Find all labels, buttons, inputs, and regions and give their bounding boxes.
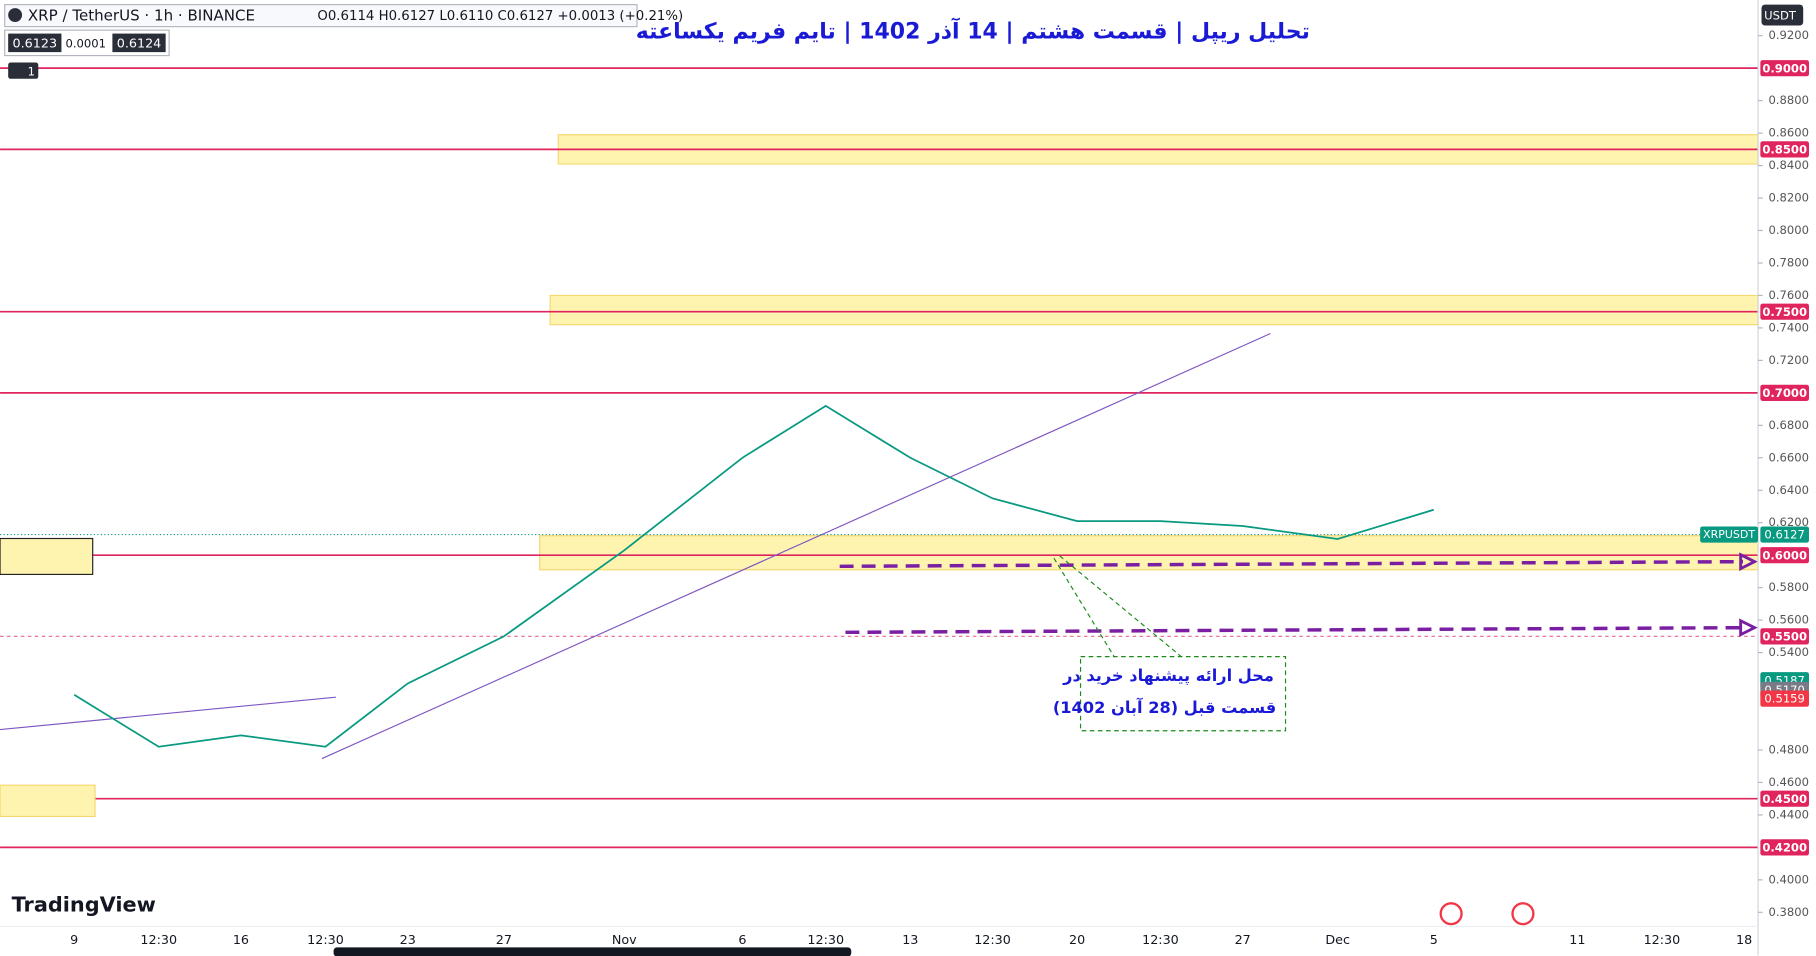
ask-box: [112, 33, 166, 53]
x-tick-label: 5: [1430, 933, 1438, 948]
event-icon[interactable]: [1439, 902, 1463, 926]
symbol-icon: [8, 8, 23, 23]
y-tick-label: 0.6200: [1768, 515, 1809, 529]
x-tick-label: 27: [1235, 933, 1251, 948]
x-tick-label: 20: [1069, 933, 1085, 948]
annotation-box: [1079, 656, 1287, 732]
y-tick-label: 0.7200: [1768, 353, 1809, 367]
arrow: [845, 625, 1743, 635]
x-tick-label: 6: [738, 933, 746, 948]
arrow: [839, 559, 1743, 569]
x-tick-label: 12:30: [1644, 933, 1681, 948]
y-tick-label: 0.8400: [1768, 158, 1809, 172]
x-tick-label: 23: [400, 933, 416, 948]
y-tick-label: 0.6600: [1768, 450, 1809, 464]
level-label: 0.8500: [1762, 142, 1807, 156]
level-label: 0.6000: [1762, 548, 1807, 562]
currency-button[interactable]: [1761, 4, 1804, 26]
event-icon[interactable]: [1511, 902, 1535, 926]
y-tick-label: 0.5600: [1768, 613, 1809, 627]
level-label: 0.9000: [1762, 61, 1807, 75]
x-tick-label: 9: [70, 933, 78, 948]
indicator-toggle[interactable]: [8, 62, 39, 79]
x-tick-label: 18: [1736, 933, 1752, 948]
y-tick-label: 0.8200: [1768, 191, 1809, 205]
y-tick-label: 0.4000: [1768, 872, 1809, 886]
left-zone: [0, 784, 96, 818]
marker-box: [1760, 690, 1809, 707]
y-tick-label: 0.3800: [1768, 905, 1809, 919]
y-tick-label: 0.8800: [1768, 93, 1809, 107]
level-label-box: [1760, 60, 1809, 77]
marker-label: 0.5159: [1764, 692, 1805, 706]
price-line: [73, 404, 1435, 748]
trendline: [321, 333, 1271, 760]
symbol: XRP / TetherUS · 1h · BINANCE: [28, 7, 255, 25]
left-zone: [0, 537, 94, 575]
x-tick-label: 12:30: [140, 933, 177, 948]
y-tick-label: 0.5400: [1768, 645, 1809, 659]
y-tick-label: 0.4800: [1768, 742, 1809, 756]
bid: 0.6123: [13, 37, 58, 52]
callout-line: [1053, 557, 1115, 657]
currency: USDT: [1764, 9, 1797, 23]
spread: 0.0001: [66, 37, 107, 51]
trendline: [0, 696, 336, 731]
callout-line: [1059, 555, 1182, 658]
y-tick-label: 0.7800: [1768, 255, 1809, 269]
toolbar: [333, 947, 852, 956]
level-label: 0.4500: [1762, 792, 1807, 806]
level-label: 0.4200: [1762, 840, 1807, 854]
level-label-box: [1760, 628, 1809, 645]
y-tick-label: 0.5800: [1768, 580, 1809, 594]
zone: [549, 294, 1759, 326]
level-label: 0.5500: [1762, 629, 1807, 643]
arrow-head: [1739, 618, 1758, 637]
y-tick-label: 0.7600: [1768, 288, 1809, 302]
level-label-box: [1760, 790, 1809, 807]
x-tick-label: 11: [1569, 933, 1585, 948]
x-tick-label: 12:30: [1142, 933, 1179, 948]
ask: 0.6124: [117, 37, 162, 52]
header-bar: [4, 4, 638, 28]
x-tick-label: 16: [233, 933, 249, 948]
annotation: محل ارائه پیشنهاد خرید در: [1062, 666, 1274, 686]
y-tick-label: 0.4400: [1768, 807, 1809, 821]
level-label-box: [1760, 547, 1809, 564]
y-tick-label: 0.8000: [1768, 223, 1809, 237]
x-tick-label: 13: [902, 933, 918, 948]
level-label: 0.7500: [1762, 305, 1807, 319]
x-tick-label: Nov: [612, 933, 637, 948]
x-tick-label: 12:30: [307, 933, 344, 948]
ohlc: O0.6114 H0.6127 L0.6110 C0.6127 +0.0013 …: [317, 9, 683, 24]
x-tick-label: Dec: [1325, 933, 1350, 948]
x-tick-label: 12:30: [807, 933, 844, 948]
symbol-tag: XRPUSDT: [1703, 528, 1755, 541]
symbol-tag-box: [1700, 526, 1759, 543]
y-tick-label: 0.4600: [1768, 775, 1809, 789]
y-tick-label: 0.6800: [1768, 418, 1809, 432]
last-price-box: [1760, 526, 1809, 543]
y-tick-label: 0.9200: [1768, 28, 1809, 42]
last-price-label: 0.6127: [1764, 528, 1805, 542]
annotation: قسمت قبل (28 آبان 1402): [1053, 697, 1276, 717]
bid-box: [8, 33, 62, 53]
y-tick-label: 0.7400: [1768, 320, 1809, 334]
y-tick-label: 0.8600: [1768, 126, 1809, 140]
level-label-box: [1760, 384, 1809, 401]
indicator-count: 1: [28, 64, 35, 78]
level-label-box: [1760, 303, 1809, 320]
level-label: 0.7000: [1762, 386, 1807, 400]
x-tick-label: 27: [496, 933, 512, 948]
watermark: TradingView: [12, 893, 156, 917]
y-tick-label: 0.6400: [1768, 483, 1809, 497]
arrow-head: [1739, 552, 1758, 571]
chart-title: تحلیل ریپل | قسمت هشتم | 14 آذر 1402 | ت…: [636, 16, 1310, 44]
level-label-box: [1760, 839, 1809, 856]
x-tick-label: 12:30: [974, 933, 1011, 948]
level-label-box: [1760, 141, 1809, 158]
